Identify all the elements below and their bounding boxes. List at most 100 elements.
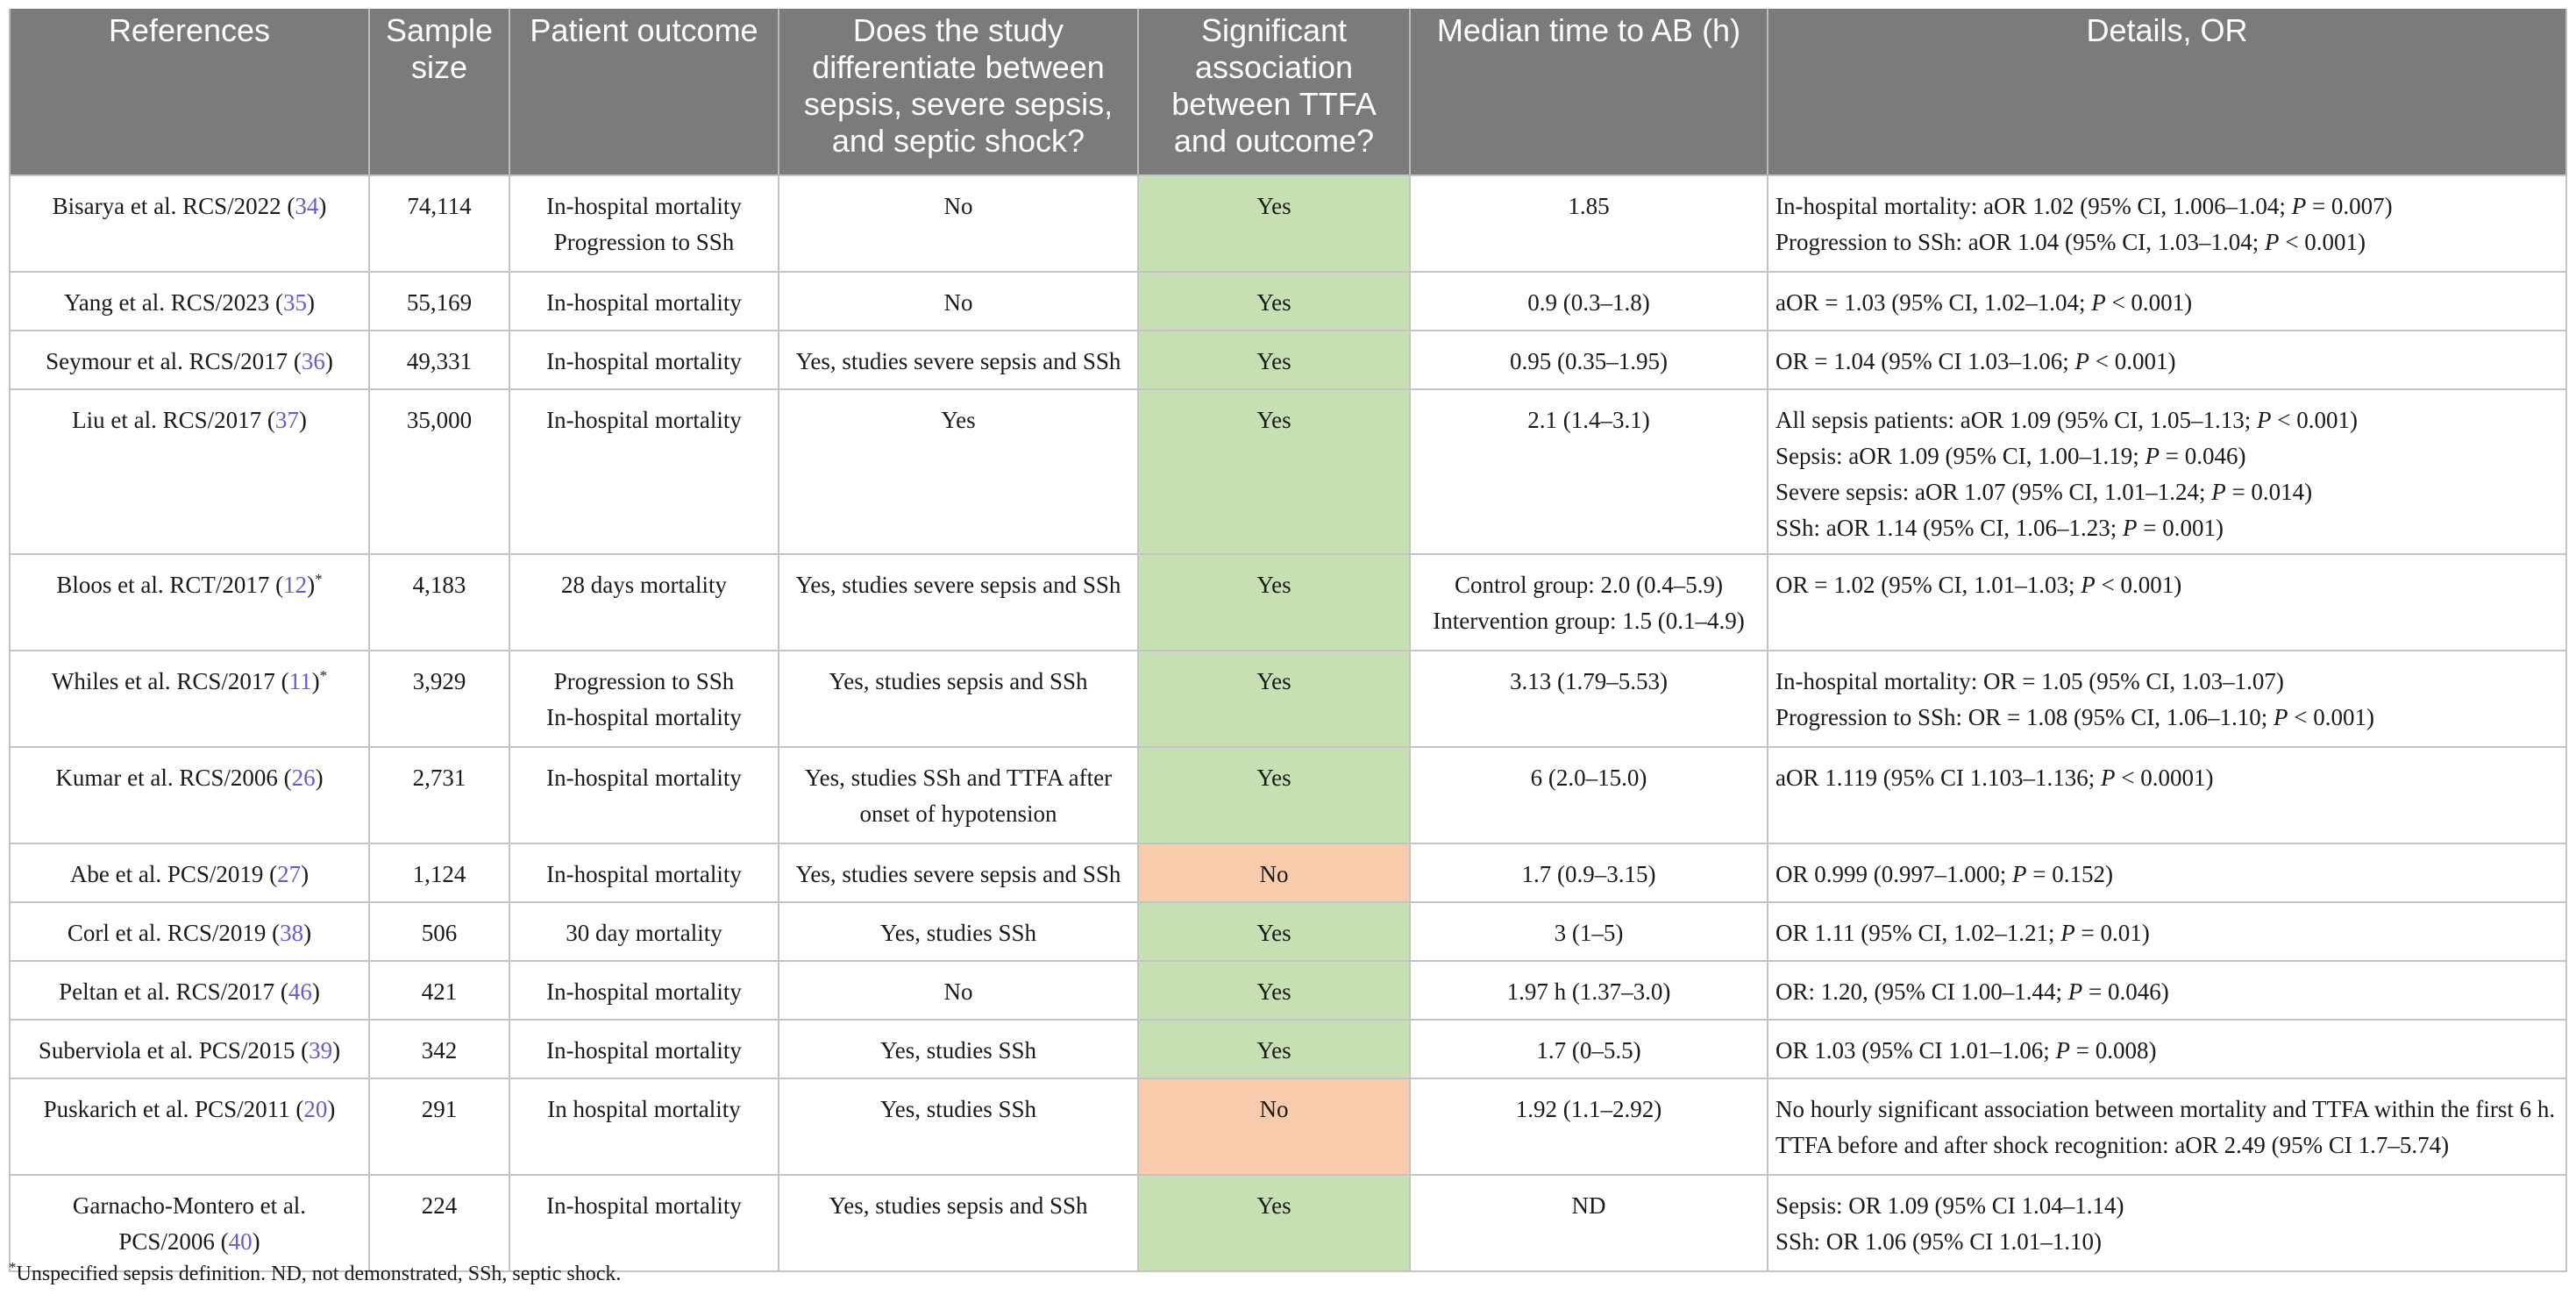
reference-cell: Bloos et al. RCT/2017 (12)* — [9, 553, 370, 651]
reference-link[interactable]: 11 — [288, 668, 312, 694]
sample-size-cell: 342 — [368, 1019, 510, 1079]
table-row: Seymour et al. RCS/2017 (36) 49,331 In-hos… — [9, 330, 2567, 390]
table-row: Yang et al. RCS/2023 (35) 55,169 In-hospit… — [9, 271, 2567, 331]
details-line: No hourly significant association betwee… — [1775, 1096, 2556, 1122]
details-line: OR 1.03 (95% CI 1.01–1.06; P = 0.008) — [1775, 1037, 2157, 1064]
sample-size-cell: 224 — [368, 1174, 510, 1272]
patient-outcome-cell: 30 day mortality — [509, 901, 779, 962]
differentiate-cell: Yes, studies SSh — [778, 1019, 1139, 1079]
differentiate-cell: Yes, studies severe sepsis and SSh — [778, 843, 1139, 903]
reference-link[interactable]: 26 — [291, 765, 316, 791]
median-line: 1.7 (0.9–3.15) — [1521, 861, 1656, 887]
reference-cell: Peltan et al. RCS/2017 (46) — [9, 960, 370, 1021]
details-cell: In-hospital mortality: aOR 1.02 (95% CI,… — [1767, 174, 2567, 273]
table-row: Bloos et al. RCT/2017 (12)* 4,183 28 days … — [9, 553, 2567, 651]
reference-name: Bloos et al. RCT/2017 ( — [56, 572, 284, 598]
studies-table: References Sample size Patient outcome D… — [9, 9, 2567, 1272]
significant-association-cell: Yes — [1137, 174, 1411, 273]
patient-outcome-cell: In-hospital mortality — [509, 388, 779, 555]
significant-association-cell: Yes — [1137, 553, 1411, 651]
details-cell: No hourly significant association betwee… — [1767, 1078, 2567, 1176]
reference-link[interactable]: 20 — [303, 1096, 328, 1122]
reference-close: ) — [301, 861, 310, 887]
significant-association-cell: Yes — [1137, 330, 1411, 390]
outcome-line: In-hospital mortality — [546, 1037, 742, 1064]
reference-cell: Abe et al. PCS/2019 (27) — [9, 843, 370, 903]
outcome-line: Progression to SSh — [553, 668, 735, 694]
differentiate-cell: Yes — [778, 388, 1139, 555]
sample-size-cell: 3,929 — [368, 650, 510, 748]
median-time-cell: 2.1 (1.4–3.1) — [1409, 388, 1768, 555]
reference-link[interactable]: 27 — [277, 861, 302, 887]
median-line: ND — [1571, 1192, 1606, 1219]
reference-link[interactable]: 46 — [288, 978, 312, 1005]
reference-link[interactable]: 38 — [280, 920, 304, 946]
patient-outcome-cell: In-hospital mortality — [509, 1174, 779, 1272]
reference-link[interactable]: 40 — [228, 1228, 253, 1255]
patient-outcome-cell: 28 days mortality — [509, 553, 779, 651]
header-details-or: Details, OR — [1767, 9, 2567, 175]
reference-name-cont: PCS/2006 ( — [118, 1228, 229, 1255]
reference-name: Peltan et al. RCS/2017 ( — [59, 978, 288, 1005]
details-line: Progression to SSh: OR = 1.08 (95% CI, 1… — [1775, 704, 2374, 730]
outcome-line: In-hospital mortality — [546, 704, 742, 730]
details-line: aOR 1.119 (95% CI 1.103–1.136; P < 0.000… — [1775, 765, 2214, 791]
reference-cell: Yang et al. RCS/2023 (35) — [9, 271, 370, 331]
reference-link[interactable]: 37 — [274, 407, 299, 433]
sample-size-cell: 55,169 — [368, 271, 510, 331]
reference-cell: Corl et al. RCS/2019 (38) — [9, 901, 370, 962]
median-time-cell: 1.7 (0–5.5) — [1409, 1019, 1768, 1079]
median-line: 1.97 h (1.37–3.0) — [1506, 978, 1671, 1005]
reference-name: Corl et al. RCS/2019 ( — [67, 920, 281, 946]
details-cell: In-hospital mortality: OR = 1.05 (95% CI… — [1767, 650, 2567, 748]
details-line: aOR = 1.03 (95% CI, 1.02–1.04; P < 0.001… — [1775, 289, 2193, 316]
details-line: Sepsis: aOR 1.09 (95% CI, 1.00–1.19; P =… — [1775, 443, 2246, 469]
differentiate-cell: Yes, studies severe sepsis and SSh — [778, 553, 1139, 651]
differentiate-cell: No — [778, 271, 1139, 331]
outcome-line: 30 day mortality — [566, 920, 722, 946]
reference-name: Whiles et al. RCS/2017 ( — [51, 668, 289, 694]
outcome-line: In-hospital mortality — [546, 861, 742, 887]
details-line: SSh: aOR 1.14 (95% CI, 1.06–1.23; P = 0.… — [1775, 515, 2224, 541]
patient-outcome-cell: In-hospital mortality — [509, 960, 779, 1021]
median-time-cell: 1.97 h (1.37–3.0) — [1409, 960, 1768, 1021]
patient-outcome-cell: Progression to SSh In-hospital mortality — [509, 650, 779, 748]
median-line: Control group: 2.0 (0.4–5.9) — [1455, 572, 1723, 598]
table-container: References Sample size Patient outcome D… — [9, 9, 2567, 1272]
differentiate-cell: Yes, studies SSh and TTFA after onset of… — [778, 746, 1139, 844]
reference-cell: Bisarya et al. RCS/2022 (34) — [9, 174, 370, 273]
reference-link[interactable]: 12 — [283, 572, 308, 598]
table-row: Garnacho-Montero et al. PCS/2006 (40) 224 I… — [9, 1174, 2567, 1272]
details-cell: OR 1.03 (95% CI 1.01–1.06; P = 0.008) — [1767, 1019, 2567, 1079]
footnote-star: * — [9, 1259, 17, 1276]
significant-association-cell: Yes — [1137, 1174, 1411, 1272]
details-line: OR 1.11 (95% CI, 1.02–1.21; P = 0.01) — [1775, 920, 2150, 946]
outcome-line: Progression to SSh — [553, 229, 735, 255]
header-differentiate: Does the study differentiate between sep… — [778, 9, 1139, 175]
header-significant-association: Significant association between TTFA and… — [1137, 9, 1411, 175]
reference-link[interactable]: 34 — [295, 193, 319, 219]
reference-close: ) — [327, 1096, 336, 1122]
outcome-line: In-hospital mortality — [546, 193, 742, 219]
reference-link[interactable]: 36 — [301, 348, 325, 374]
patient-outcome-cell: In-hospital mortality — [509, 271, 779, 331]
reference-close: ) — [303, 920, 312, 946]
details-line: OR 0.999 (0.997–1.000; P = 0.152) — [1775, 861, 2113, 887]
details-line: Sepsis: OR 1.09 (95% CI 1.04–1.14) — [1775, 1192, 2124, 1219]
details-cell: aOR 1.119 (95% CI 1.103–1.136; P < 0.000… — [1767, 746, 2567, 844]
reference-link[interactable]: 39 — [309, 1037, 333, 1064]
table-row: Bisarya et al. RCS/2022 (34) 74,114 In-hos… — [9, 174, 2567, 273]
differentiate-cell: Yes, studies sepsis and SSh — [778, 1174, 1139, 1272]
reference-cell: Whiles et al. RCS/2017 (11)* — [9, 650, 370, 748]
reference-close: ) — [298, 407, 307, 433]
reference-close: ) — [318, 193, 327, 219]
reference-link[interactable]: 35 — [283, 289, 308, 316]
reference-close: ) — [311, 978, 320, 1005]
details-line: TTFA before and after shock recognition:… — [1775, 1132, 2450, 1158]
table-row: Suberviola et al. PCS/2015 (39) 342 In-hos… — [9, 1019, 2567, 1079]
significant-association-cell: Yes — [1137, 271, 1411, 331]
details-cell: OR: 1.20, (95% CI 1.00–1.44; P = 0.046) — [1767, 960, 2567, 1021]
differentiate-cell: Yes, studies SSh — [778, 1078, 1139, 1176]
table-row: Corl et al. RCS/2019 (38) 506 30 day morta… — [9, 901, 2567, 962]
significant-association-cell: Yes — [1137, 960, 1411, 1021]
